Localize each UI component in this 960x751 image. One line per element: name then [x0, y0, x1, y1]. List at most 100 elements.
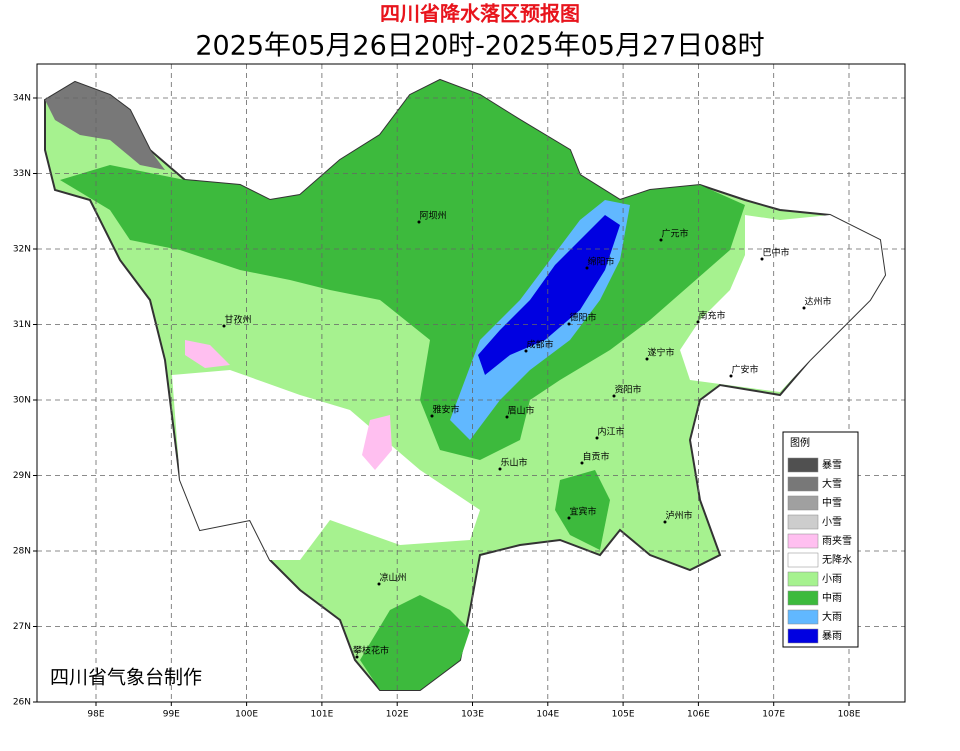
legend-label: 无降水	[822, 553, 852, 566]
city-dot	[580, 461, 584, 465]
city-label: 遂宁市	[647, 347, 674, 359]
title: 四川省降水落区预报图	[380, 2, 580, 26]
lon-tick-label: 108E	[838, 710, 861, 720]
legend-swatch	[787, 476, 819, 492]
no-rain-east	[680, 215, 885, 392]
city-dot	[595, 436, 599, 440]
lon-tick-label: 107E	[762, 710, 785, 720]
lat-tick-label: 28N	[13, 547, 31, 557]
legend-label: 暴雨	[822, 630, 842, 642]
city-label: 宜宾市	[569, 506, 596, 518]
lon-tick-label: 106E	[687, 710, 710, 720]
lon-tick-label: 98E	[87, 710, 104, 720]
legend-swatch	[787, 628, 819, 644]
city-dot	[524, 349, 528, 353]
city-label: 自贡市	[582, 451, 609, 463]
city-label: 广安市	[731, 364, 758, 376]
city-label: 雅安市	[432, 404, 459, 416]
rainstorm	[478, 215, 620, 375]
city-dot	[729, 374, 733, 378]
city-label: 凉山州	[379, 572, 406, 584]
legend-label: 中雨	[822, 591, 842, 604]
city-label: 绵阳市	[587, 256, 614, 268]
legend-label: 暴雪	[822, 459, 842, 471]
lat-tick-label: 30N	[13, 396, 31, 406]
city-label: 资阳市	[614, 384, 641, 396]
lon-tick-label: 103E	[461, 710, 484, 720]
city-label: 成都市	[526, 339, 553, 351]
moderate-rain-north	[60, 80, 745, 460]
city-label: 乐山市	[500, 457, 527, 469]
city-dot	[430, 414, 434, 418]
lat-tick-label: 27N	[13, 622, 31, 632]
lon-tick-label: 102E	[386, 710, 409, 720]
lon-tick-label: 104E	[536, 710, 559, 720]
regions	[44, 78, 887, 691]
legend-swatch	[787, 590, 819, 606]
legend-label: 小雪	[822, 516, 842, 528]
frame	[36, 63, 906, 703]
city-dot	[498, 467, 502, 471]
lon-tick-label: 99E	[163, 710, 180, 720]
city-dot	[417, 220, 421, 224]
lat-tick-label: 26N	[13, 698, 31, 708]
subtitle: 2025年05月26日20时-2025年05月27日08时	[195, 31, 764, 62]
lon-tick-label: 100E	[235, 710, 258, 720]
legend-swatch	[787, 609, 819, 625]
lat-tick-label: 29N	[13, 471, 31, 481]
city-label: 阿坝州	[419, 211, 446, 222]
city-dot	[645, 357, 649, 361]
legend-swatch	[787, 495, 819, 511]
lon-tick-label: 101E	[310, 710, 333, 720]
sleet-2	[362, 415, 392, 470]
legend-swatch	[787, 514, 819, 530]
city-dot	[696, 320, 700, 324]
legend-label: 中雪	[822, 496, 842, 509]
lat-tick-label: 31N	[13, 320, 31, 330]
lat-tick-label: 34N	[13, 94, 31, 104]
city-dot	[377, 582, 381, 586]
moderate-rain-south	[360, 595, 470, 690]
lon-tick-label: 105E	[612, 710, 635, 720]
city-dot	[802, 306, 806, 310]
city-label: 眉山市	[507, 405, 534, 417]
city-label: 内江市	[597, 426, 624, 438]
legend-title: 图例	[790, 436, 810, 449]
city-dot	[567, 516, 571, 520]
city-dot	[585, 266, 589, 270]
legend-label: 大雨	[822, 610, 842, 623]
city-dot	[659, 238, 663, 242]
moderate-rain-yibin	[555, 470, 610, 550]
credit: 四川省气象台制作	[50, 667, 202, 689]
legend-label: 小雨	[822, 573, 842, 585]
city-label: 达州市	[804, 296, 831, 308]
city-dot	[663, 520, 667, 524]
city-dot	[760, 257, 764, 261]
city-dot	[222, 324, 226, 328]
legend-label: 大雪	[822, 477, 842, 490]
grid: 34N 33N 32N 31N 30N 29N 28N 27N 26N 98E 99E 100E 101…	[13, 64, 905, 720]
city-label: 甘孜州	[224, 314, 251, 326]
city-label: 泸州市	[665, 510, 692, 522]
legend-label: 雨夹雪	[822, 534, 852, 547]
no-rain-southwest	[172, 370, 480, 560]
city-label: 攀枝花市	[353, 645, 389, 657]
city-label: 德阳市	[569, 312, 596, 324]
city-dot	[567, 322, 571, 326]
city-label: 巴中市	[762, 247, 789, 259]
legend-swatch	[787, 457, 819, 473]
city-dot	[612, 394, 616, 398]
city-label: 南充市	[698, 310, 725, 322]
sleet	[185, 340, 230, 368]
city-dot	[505, 415, 509, 419]
lat-tick-label: 32N	[13, 245, 31, 255]
snow-northwest	[45, 82, 165, 170]
legend-swatch	[787, 571, 819, 587]
lat-tick-label: 33N	[13, 169, 31, 179]
legend-swatch	[787, 552, 819, 568]
city-dot	[355, 655, 359, 659]
legend-swatch	[787, 533, 819, 549]
